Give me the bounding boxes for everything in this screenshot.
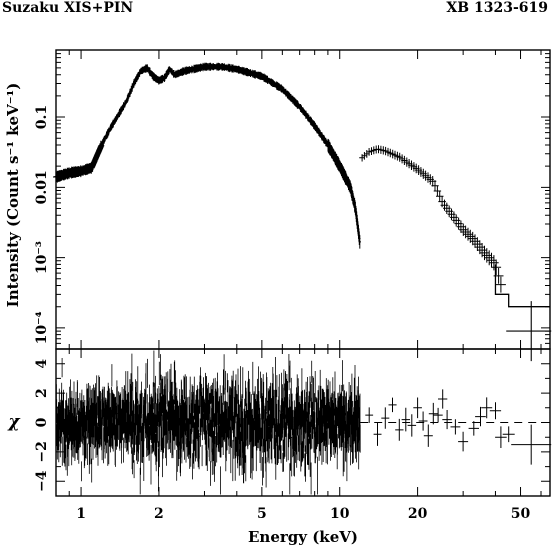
xis-residual-points (55, 350, 361, 495)
spectrum-y-tick-label: 10⁻³ (34, 241, 50, 274)
spectrum-y-tick-label: 0.1 (34, 105, 50, 129)
spectrum-y-axis-label: Intensity (Count s⁻¹ keV⁻¹) (4, 83, 22, 308)
x-tick-label: 1 (76, 506, 86, 522)
x-tick-label: 50 (511, 506, 531, 522)
residual-y-tick-label: −4 (34, 470, 50, 492)
pin-high-energy-point (506, 301, 552, 362)
residual-y-tick-label: 0 (34, 417, 50, 427)
pin-residual-points (365, 389, 552, 465)
spectrum-y-tick-label: 0.01 (34, 170, 50, 204)
residual-panel: 1 2 5 10 20 50 −4 −2 0 2 4 (34, 348, 552, 522)
residual-y-axis-label: χ (7, 412, 21, 432)
chart-title-left: Suzaku XIS+PIN (2, 0, 134, 16)
model-step-line (494, 264, 550, 308)
x-axis-ticks (55, 50, 542, 496)
x-tick-label: 2 (154, 506, 164, 522)
residual-y-tick-label: 2 (34, 388, 50, 398)
residual-y-tick-label: 4 (34, 359, 50, 369)
pin-spectrum-points (359, 145, 506, 293)
residual-y-ticks (56, 363, 550, 482)
x-axis-label: Energy (keV) (248, 528, 358, 546)
chart-title-right: XB 1323-619 (446, 0, 548, 16)
x-tick-label: 20 (408, 506, 428, 522)
xis-spectrum-points (53, 62, 361, 249)
spectrum-y-tick-label: 10⁻⁴ (34, 311, 50, 344)
x-tick-label: 10 (330, 506, 350, 522)
residual-y-tick-label: −2 (34, 441, 50, 462)
x-tick-label: 5 (257, 506, 267, 522)
